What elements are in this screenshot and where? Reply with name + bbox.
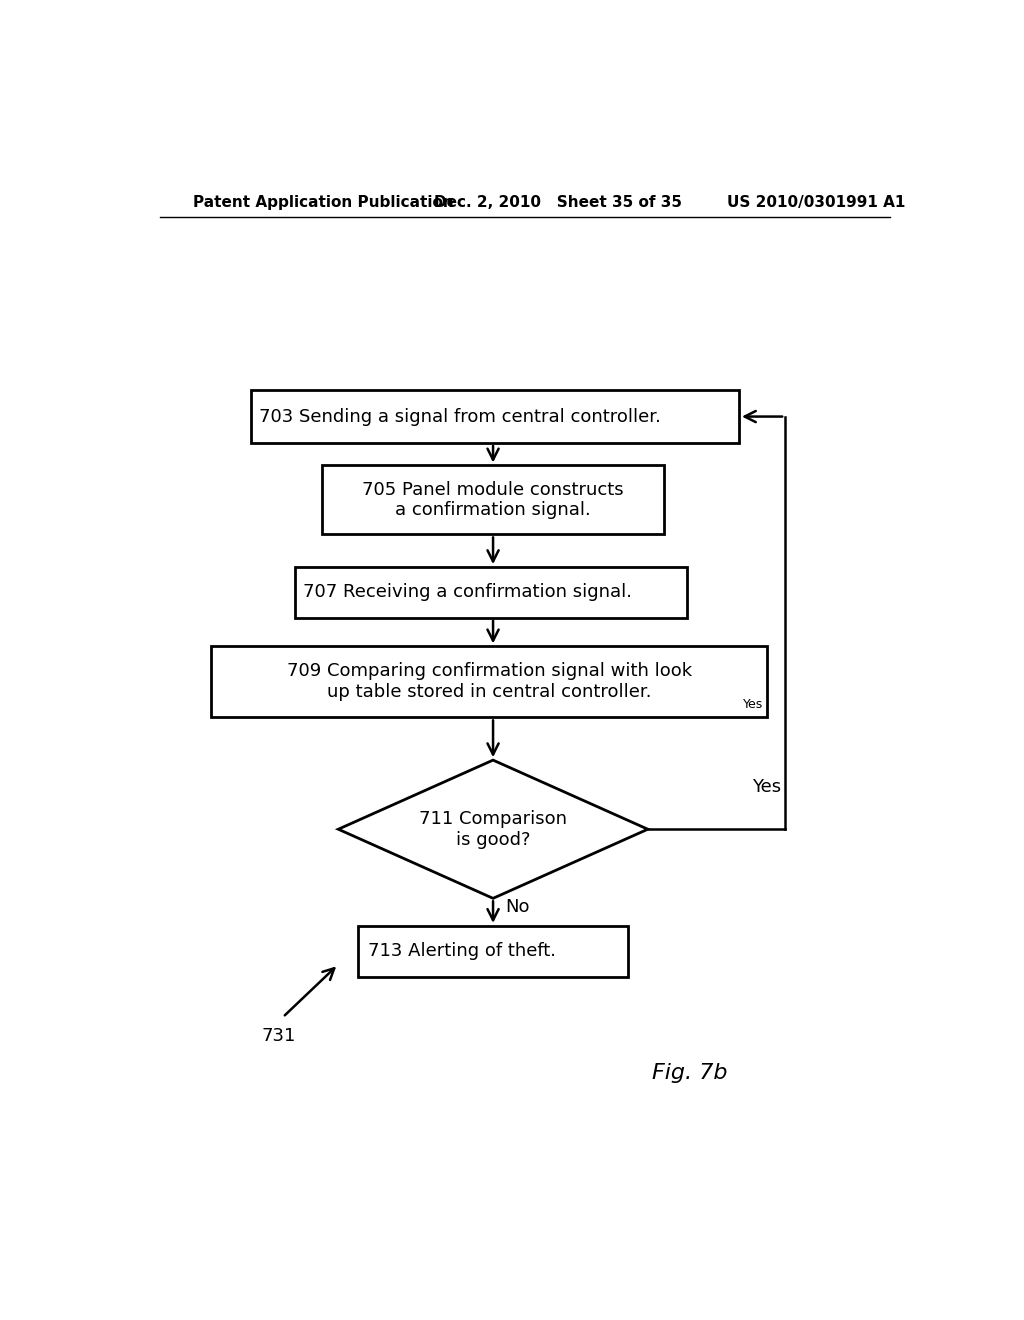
Text: Yes: Yes <box>742 698 763 710</box>
FancyBboxPatch shape <box>211 647 767 718</box>
Text: Dec. 2, 2010   Sheet 35 of 35: Dec. 2, 2010 Sheet 35 of 35 <box>433 194 682 210</box>
Text: 711 Comparison
is good?: 711 Comparison is good? <box>419 810 567 849</box>
Text: No: No <box>505 898 529 916</box>
Text: 713 Alerting of theft.: 713 Alerting of theft. <box>368 942 556 960</box>
FancyBboxPatch shape <box>251 391 739 444</box>
Text: Fig. 7b: Fig. 7b <box>652 1063 727 1084</box>
Polygon shape <box>338 760 648 899</box>
Text: 709 Comparing confirmation signal with look
up table stored in central controlle: 709 Comparing confirmation signal with l… <box>287 663 691 701</box>
Text: 731: 731 <box>261 1027 296 1044</box>
Text: 707 Receiving a confirmation signal.: 707 Receiving a confirmation signal. <box>303 583 632 602</box>
Text: 703 Sending a signal from central controller.: 703 Sending a signal from central contro… <box>259 408 660 425</box>
FancyBboxPatch shape <box>295 568 687 618</box>
FancyBboxPatch shape <box>358 925 628 977</box>
FancyBboxPatch shape <box>323 466 664 535</box>
Text: Yes: Yes <box>752 777 781 796</box>
Text: US 2010/0301991 A1: US 2010/0301991 A1 <box>727 194 905 210</box>
Text: 705 Panel module constructs
a confirmation signal.: 705 Panel module constructs a confirmati… <box>362 480 624 519</box>
Text: Patent Application Publication: Patent Application Publication <box>194 194 454 210</box>
